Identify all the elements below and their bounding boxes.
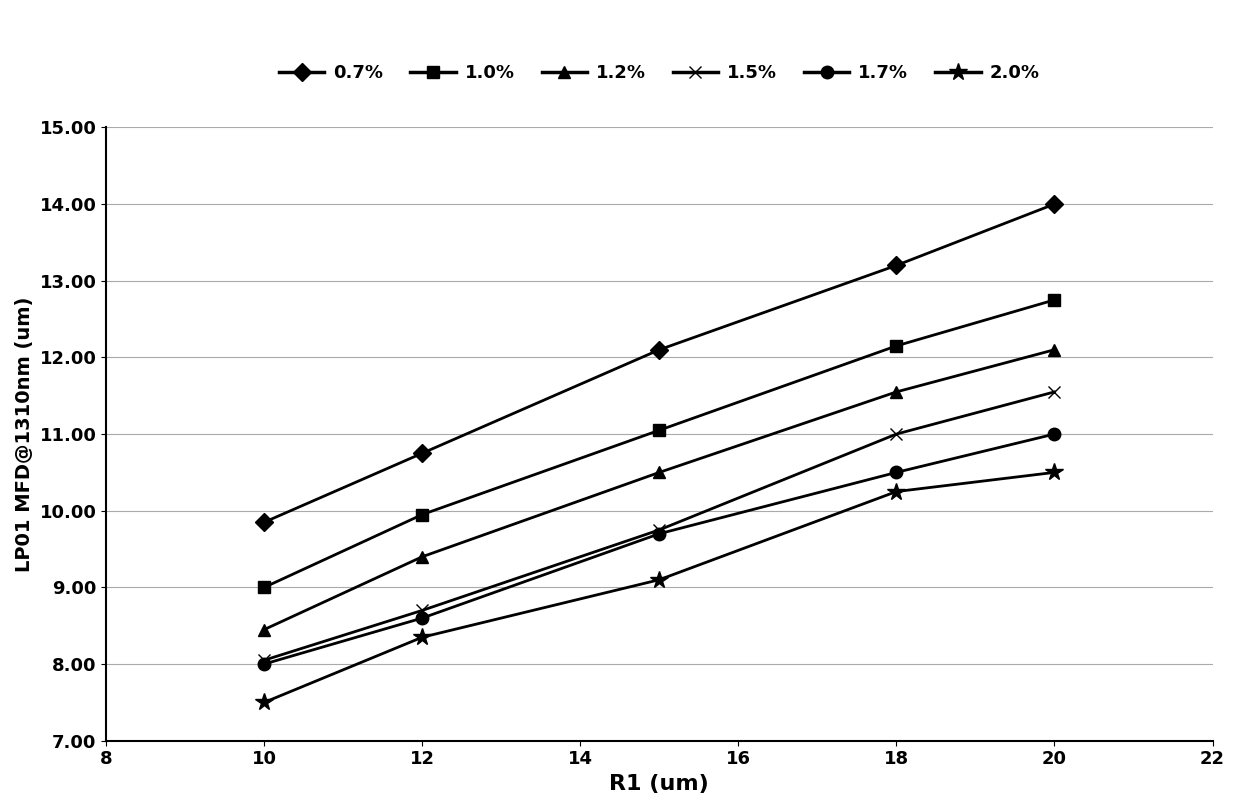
2.0% — [652, 575, 667, 585]
Line: 0.7%: 0.7% — [258, 198, 1060, 528]
2.0% — [889, 487, 904, 497]
0.7% — [652, 345, 667, 354]
1.0% — [652, 426, 667, 435]
1.7% — [652, 529, 667, 539]
1.2% — [889, 387, 904, 396]
0.7% — [1047, 199, 1061, 209]
0.7% — [889, 260, 904, 270]
1.0% — [1047, 295, 1061, 305]
1.2% — [415, 552, 430, 561]
1.7% — [415, 613, 430, 623]
Line: 2.0%: 2.0% — [255, 464, 1064, 711]
1.5% — [1047, 387, 1061, 396]
1.5% — [415, 606, 430, 616]
0.7% — [415, 448, 430, 458]
1.2% — [652, 468, 667, 477]
1.7% — [889, 468, 904, 477]
1.7% — [1047, 430, 1061, 439]
Line: 1.2%: 1.2% — [258, 344, 1060, 636]
Line: 1.7%: 1.7% — [258, 428, 1060, 671]
X-axis label: R1 (um): R1 (um) — [609, 774, 709, 794]
1.2% — [1047, 345, 1061, 354]
1.2% — [257, 625, 272, 634]
1.0% — [415, 510, 430, 519]
2.0% — [257, 697, 272, 707]
1.5% — [652, 525, 667, 535]
1.5% — [257, 655, 272, 665]
Legend: 0.7%, 1.0%, 1.2%, 1.5%, 1.7%, 2.0%: 0.7%, 1.0%, 1.2%, 1.5%, 1.7%, 2.0% — [272, 57, 1047, 89]
Line: 1.5%: 1.5% — [258, 386, 1060, 667]
Line: 1.0%: 1.0% — [258, 294, 1060, 594]
1.0% — [257, 582, 272, 592]
2.0% — [1047, 468, 1061, 477]
1.0% — [889, 341, 904, 351]
Y-axis label: LP01 MFD@1310nm (um): LP01 MFD@1310nm (um) — [15, 296, 33, 572]
1.5% — [889, 430, 904, 439]
0.7% — [257, 518, 272, 527]
2.0% — [415, 633, 430, 642]
1.7% — [257, 659, 272, 669]
